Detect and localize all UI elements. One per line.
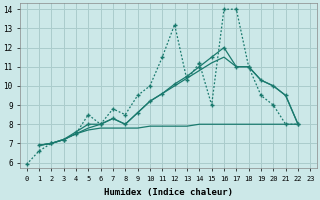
X-axis label: Humidex (Indice chaleur): Humidex (Indice chaleur) bbox=[104, 188, 233, 197]
